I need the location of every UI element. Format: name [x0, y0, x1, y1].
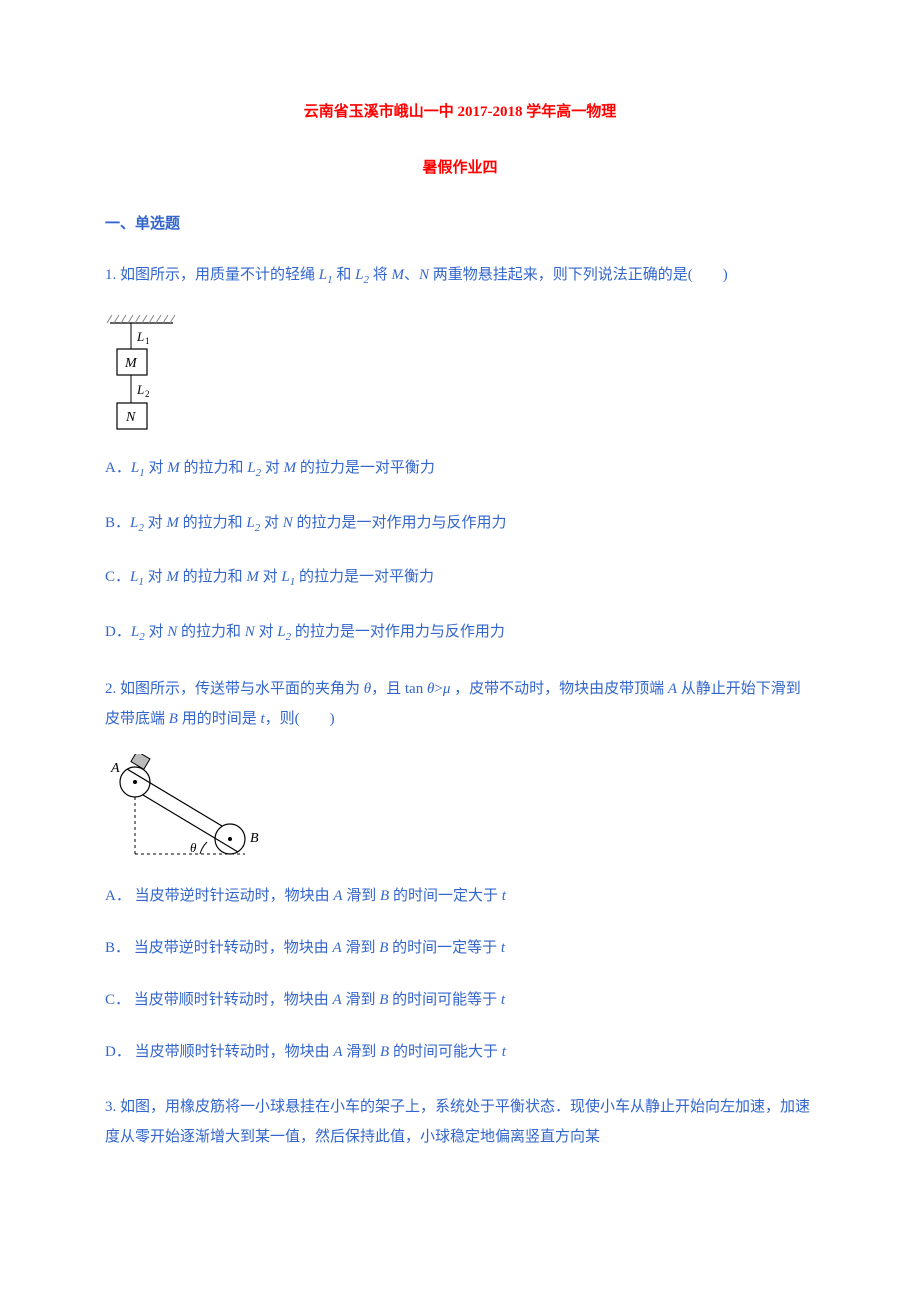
q1-option-a: A．L1 对 M 的拉力和 L2 对 M 的拉力是一对平衡力: [105, 456, 815, 483]
var-L1: L1: [319, 267, 333, 283]
q2-option-a: A． 当皮带逆时针运动时，物块由 A 滑到 B 的时间一定大于 t: [105, 884, 815, 908]
svg-text:L: L: [136, 382, 144, 397]
q2-option-c: C． 当皮带顺时针转动时，物块由 A 滑到 B 的时间可能等于 t: [105, 988, 815, 1012]
var-B: B: [169, 711, 178, 727]
svg-text:N: N: [125, 410, 136, 425]
var-L2: L2: [355, 267, 369, 283]
svg-text:L: L: [136, 329, 144, 344]
question-2: 2. 如图所示，传送带与水平面的夹角为 θ，且 tan θ>μ ，皮带不动时，物…: [105, 674, 815, 734]
q1-option-c: C．L1 对 M 的拉力和 M 对 L1 的拉力是一对平衡力: [105, 565, 815, 592]
q2-option-b: B． 当皮带逆时针转动时，物块由 A 滑到 B 的时间一定等于 t: [105, 936, 815, 960]
q1-option-b: B．L2 对 M 的拉力和 L2 对 N 的拉力是一对作用力与反作用力: [105, 511, 815, 538]
question-3: 3. 如图，用橡皮筋将一小球悬挂在小车的架子上，系统处于平衡状态．现使小车从静止…: [105, 1092, 815, 1152]
figure-1-svg: L 1 M L 2 N: [105, 311, 177, 441]
figure-2-svg: A B θ: [105, 754, 275, 869]
q1-option-d: D．L2 对 N 的拉力和 N 对 L2 的拉力是一对作用力与反作用力: [105, 620, 815, 647]
var-M: M: [391, 267, 404, 283]
svg-text:B: B: [250, 831, 259, 846]
q2-option-d: D． 当皮带顺时针转动时，物块由 A 滑到 B 的时间可能大于 t: [105, 1040, 815, 1064]
figure-1: L 1 M L 2 N: [105, 311, 815, 441]
question-1: 1. 如图所示，用质量不计的轻绳 L1 和 L2 将 M、N 两重物悬挂起来，则…: [105, 260, 815, 291]
svg-text:2: 2: [145, 389, 150, 399]
svg-text:M: M: [124, 356, 138, 371]
var-A: A: [668, 681, 677, 697]
svg-text:θ: θ: [190, 840, 197, 855]
svg-text:1: 1: [145, 336, 150, 346]
document-subtitle: 暑假作业四: [105, 156, 815, 180]
document-title: 云南省玉溪市峨山一中 2017-2018 学年高一物理: [105, 100, 815, 124]
svg-text:A: A: [110, 761, 120, 776]
section-header: 一、单选题: [105, 212, 815, 236]
var-N: N: [419, 267, 429, 283]
q1-text: 1. 如图所示，用质量不计的轻绳: [105, 267, 319, 283]
figure-2: A B θ: [105, 754, 815, 869]
